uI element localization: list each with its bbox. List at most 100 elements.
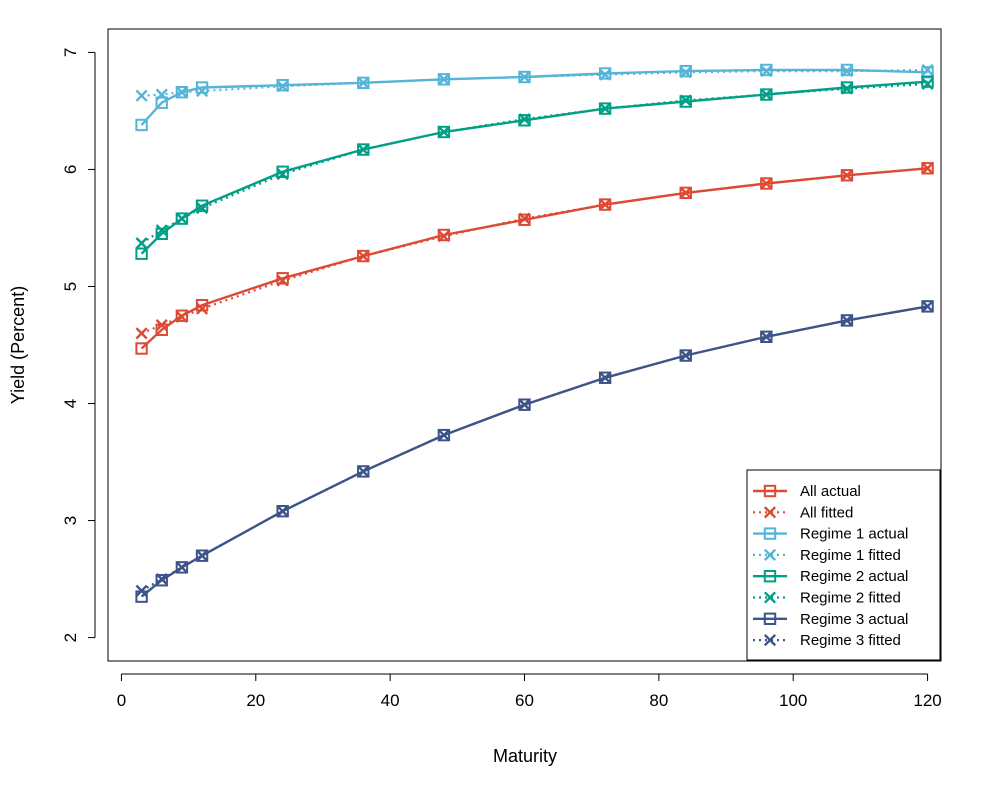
series-5 (135, 77, 934, 250)
data-point (760, 63, 773, 77)
data-point (760, 330, 773, 343)
data-point (679, 186, 692, 199)
series-1 (135, 162, 934, 340)
data-point (195, 549, 209, 562)
series-layer (135, 63, 934, 603)
data-point (155, 319, 168, 332)
data-point (598, 371, 612, 384)
data-point (357, 465, 370, 478)
data-point (135, 327, 148, 340)
data-point (195, 549, 209, 562)
data-point (195, 302, 209, 315)
data-point (155, 574, 168, 587)
data-point (599, 68, 612, 81)
data-point (357, 250, 370, 263)
legend: All actual All fitted Regime 1 actual Regim… (746, 469, 941, 661)
y-tick-label: 5 (61, 282, 80, 291)
data-point (840, 81, 854, 94)
data-point (357, 76, 370, 89)
data-point (840, 65, 854, 78)
series-line (141, 82, 928, 245)
data-point (135, 237, 148, 250)
series-0 (135, 162, 934, 355)
legend-item: Regime 3 actual (753, 611, 908, 628)
series-3 (135, 63, 934, 102)
data-point (135, 584, 148, 597)
data-point (437, 125, 450, 139)
data-point (921, 77, 934, 91)
x-tick-label: 120 (913, 691, 941, 710)
series-4 (135, 75, 934, 260)
data-point (679, 349, 692, 362)
x-tick-label: 100 (779, 691, 807, 710)
data-point (135, 118, 148, 132)
data-point (276, 504, 289, 518)
data-point (840, 314, 854, 327)
legend-item: All fitted (753, 504, 853, 521)
plot-frame (107, 28, 942, 662)
data-point (437, 230, 450, 243)
y-tick-label: 7 (61, 48, 80, 57)
legend-item: Regime 3 fitted (753, 632, 901, 649)
data-point (175, 561, 189, 574)
data-point (175, 86, 189, 99)
data-point (135, 342, 148, 355)
legend-marker (763, 484, 777, 498)
legend-marker (763, 506, 777, 519)
data-point (921, 75, 934, 88)
data-point (679, 66, 692, 79)
x-axis-title: Maturity (493, 746, 557, 766)
data-point (679, 349, 692, 362)
data-point (599, 198, 612, 211)
x-tick-label: 20 (246, 691, 265, 710)
y-tick-label: 3 (61, 516, 80, 525)
data-point (175, 86, 188, 99)
data-point (840, 314, 854, 327)
legend-label: Regime 2 fitted (800, 590, 901, 607)
legend-box (746, 469, 941, 661)
series-7 (135, 300, 934, 597)
legend-label: Regime 1 actual (800, 526, 908, 543)
legend-marker (763, 634, 777, 647)
data-point (679, 64, 692, 78)
legend-label: Regime 2 actual (800, 568, 908, 585)
y-tick-label: 4 (61, 399, 80, 408)
data-point (679, 94, 692, 107)
legend-item: Regime 1 fitted (753, 547, 901, 564)
data-point (599, 102, 612, 115)
data-point (760, 88, 773, 101)
legend-item: All actual (753, 483, 861, 500)
data-point (195, 199, 209, 212)
data-point (357, 143, 370, 156)
data-point (760, 330, 773, 344)
data-point (760, 65, 773, 78)
series-line (140, 68, 928, 126)
y-tick-label: 2 (61, 633, 80, 642)
y-tick-label: 6 (61, 165, 80, 174)
data-point (437, 228, 451, 242)
data-point (840, 169, 854, 182)
data-point (840, 82, 854, 95)
data-point (135, 247, 148, 260)
data-point (155, 88, 168, 101)
plot-area (107, 28, 942, 662)
data-point (760, 177, 773, 190)
series-line (140, 80, 928, 255)
legend-label: All actual (800, 483, 861, 500)
data-point (437, 125, 451, 139)
data-point (155, 573, 168, 586)
data-point (840, 63, 854, 77)
data-point (155, 224, 168, 237)
x-tick-label: 40 (381, 691, 400, 710)
data-point (195, 84, 209, 98)
data-point (437, 429, 450, 442)
x-tick-label: 60 (515, 691, 534, 710)
legend-marker (763, 548, 777, 561)
data-point (518, 70, 531, 84)
data-point (679, 95, 692, 108)
data-point (276, 168, 289, 181)
x-tick-label: 80 (649, 691, 668, 710)
data-point (921, 66, 934, 79)
legend-item: Regime 2 actual (753, 568, 908, 585)
data-point (357, 465, 370, 478)
